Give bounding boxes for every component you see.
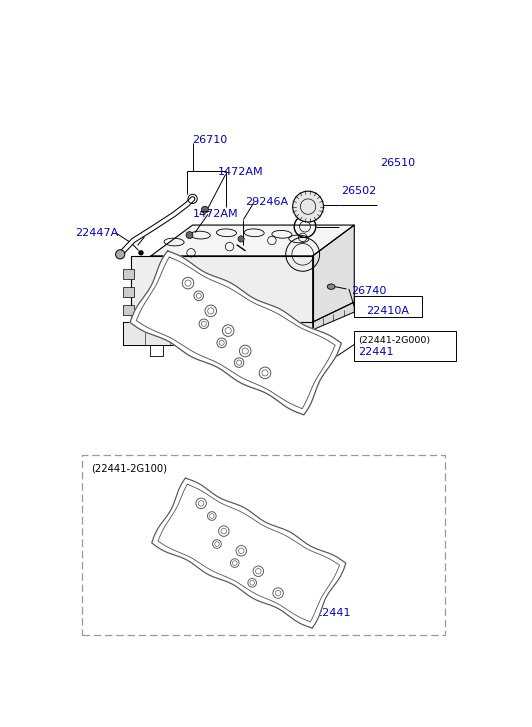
Circle shape — [115, 249, 125, 259]
Polygon shape — [151, 225, 354, 256]
Circle shape — [238, 236, 244, 242]
Polygon shape — [130, 251, 342, 415]
Text: 26740: 26740 — [351, 286, 387, 297]
Text: 29246A: 29246A — [245, 197, 288, 207]
Text: (22441-2G000): (22441-2G000) — [358, 336, 430, 345]
Text: 22447A: 22447A — [76, 228, 119, 238]
Bar — [123, 269, 134, 279]
Circle shape — [186, 232, 193, 238]
Text: 26510: 26510 — [380, 158, 415, 169]
Bar — [123, 286, 134, 297]
Text: 22441: 22441 — [315, 608, 351, 618]
Circle shape — [202, 206, 209, 213]
Circle shape — [138, 250, 144, 255]
Text: 26710: 26710 — [193, 135, 228, 145]
Polygon shape — [123, 322, 313, 345]
Text: 22410A: 22410A — [367, 306, 410, 316]
Polygon shape — [313, 302, 354, 330]
Text: 1472AM: 1472AM — [218, 167, 263, 177]
Polygon shape — [313, 225, 354, 322]
Text: (22441-2G100): (22441-2G100) — [91, 463, 167, 473]
Text: 26502: 26502 — [341, 186, 377, 196]
Bar — [123, 305, 134, 316]
Polygon shape — [131, 256, 313, 322]
Text: 22441: 22441 — [358, 348, 394, 358]
Circle shape — [293, 191, 323, 222]
Ellipse shape — [327, 284, 335, 289]
Text: 1472AM: 1472AM — [193, 209, 238, 220]
Polygon shape — [152, 478, 346, 628]
